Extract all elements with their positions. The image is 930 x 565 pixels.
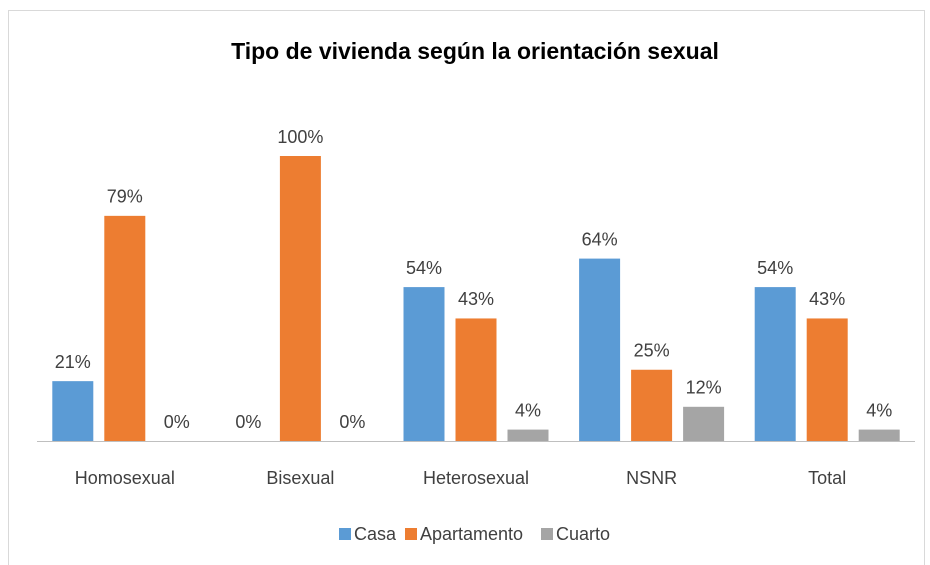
data-label: 0% <box>164 412 190 432</box>
x-tick-label: Total <box>808 468 846 488</box>
legend-swatch <box>405 528 417 540</box>
bar <box>52 381 94 441</box>
bar <box>631 369 673 441</box>
x-tick-label: NSNR <box>626 468 677 488</box>
data-label: 4% <box>866 400 892 420</box>
data-label: 0% <box>339 412 365 432</box>
data-label: 54% <box>406 258 442 278</box>
legend-swatch <box>339 528 351 540</box>
bar <box>858 429 900 441</box>
bar <box>403 287 445 441</box>
bar <box>455 318 497 441</box>
legend-swatch <box>541 528 553 540</box>
data-label: 79% <box>107 187 143 207</box>
data-label: 12% <box>686 378 722 398</box>
data-label: 25% <box>634 341 670 361</box>
legend-label: Cuarto <box>556 524 610 544</box>
bar <box>279 156 321 441</box>
chart-title: Tipo de vivienda según la orientación se… <box>231 38 719 64</box>
data-label: 64% <box>582 229 618 249</box>
data-label: 100% <box>277 127 323 147</box>
bar <box>507 429 549 441</box>
chart-frame <box>8 10 925 565</box>
data-label: 0% <box>235 412 261 432</box>
legend-label: Casa <box>354 524 397 544</box>
bar <box>683 406 725 441</box>
bar <box>579 258 621 441</box>
x-tick-label: Homosexual <box>75 468 175 488</box>
bar <box>104 215 146 441</box>
data-label: 43% <box>809 289 845 309</box>
x-tick-label: Bisexual <box>266 468 334 488</box>
bar <box>806 318 848 441</box>
x-tick-label: Heterosexual <box>423 468 529 488</box>
bar <box>754 287 796 441</box>
data-label: 21% <box>55 352 91 372</box>
data-label: 43% <box>458 289 494 309</box>
legend-label: Apartamento <box>420 524 523 544</box>
data-label: 4% <box>515 400 541 420</box>
data-label: 54% <box>757 258 793 278</box>
